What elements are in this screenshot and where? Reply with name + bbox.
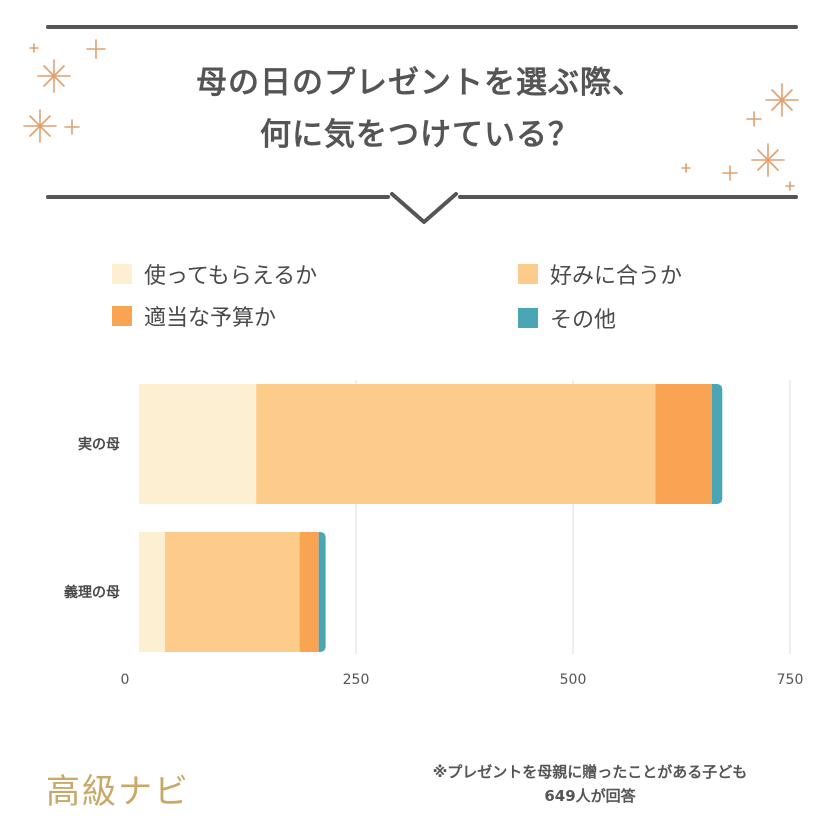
legend-item-use: 使ってもらえるか	[112, 258, 317, 290]
bar-segment	[139, 532, 166, 652]
bar-segment	[256, 384, 656, 504]
bar-segment	[318, 532, 326, 652]
category-label: 義理の母	[64, 584, 120, 601]
sparkle-decoration-left	[23, 39, 106, 143]
x-tick-label: 250	[343, 672, 370, 688]
legend-swatch	[518, 264, 538, 284]
footnote: ※プレゼントを母親に贈ったことがある子ども 649人が回答	[360, 760, 820, 808]
legend-swatch	[518, 308, 538, 328]
page-title-line-2: 何に気をつけている？	[260, 117, 580, 153]
legend-swatch	[112, 306, 132, 326]
legend-item-other: その他	[518, 302, 616, 334]
sparkle-decoration-right	[681, 83, 799, 191]
x-tick-label: 500	[560, 672, 587, 688]
category-label: 実の母	[78, 436, 120, 453]
legend-label: 適当な予算か	[144, 306, 277, 331]
legend-swatch	[112, 264, 132, 284]
bottom-divider-right	[458, 195, 798, 199]
top-divider	[46, 25, 798, 29]
footnote-line-2: 649人が回答	[544, 787, 636, 805]
chevron-down-icon	[390, 192, 458, 224]
legend-item-preference: 好みに合うか	[518, 258, 682, 290]
bar-segment	[139, 384, 257, 504]
legend-label: その他	[550, 308, 617, 333]
legend-label: 好みに合うか	[550, 264, 683, 289]
legend-item-budget: 適当な予算か	[112, 300, 276, 332]
bar-segment	[299, 532, 319, 652]
x-tick-label: 750	[777, 672, 804, 688]
brand-logo: 高級ナビ	[46, 772, 190, 812]
page-title-line-1: 母の日のプレゼントを選ぶ際、	[196, 65, 644, 101]
bottom-divider-left	[46, 195, 390, 199]
legend-label: 使ってもらえるか	[144, 264, 318, 289]
bar-segment	[165, 532, 300, 652]
bar-segment	[711, 384, 723, 504]
x-tick-label: 0	[121, 672, 130, 688]
footnote-line-1: ※プレゼントを母親に贈ったことがある子ども	[432, 763, 748, 781]
bar-segment	[655, 384, 712, 504]
